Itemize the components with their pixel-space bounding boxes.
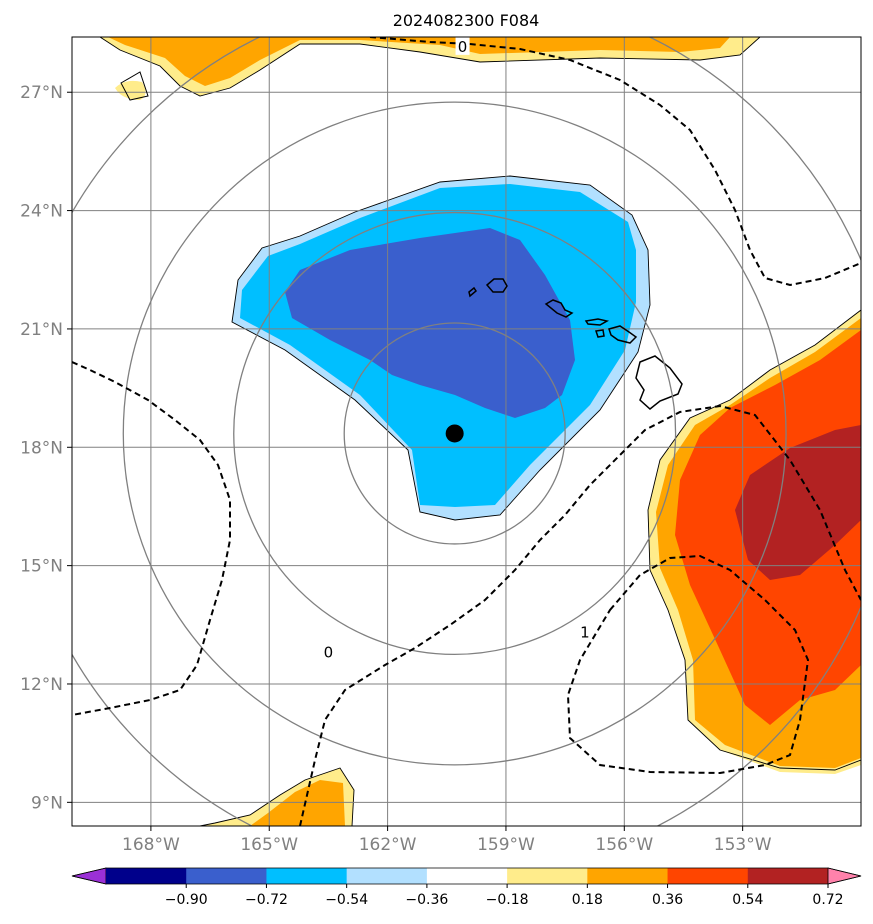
lon-tick-label: 156°W bbox=[595, 835, 653, 855]
colorbar-label: 0.54 bbox=[732, 892, 763, 908]
range-ring bbox=[343, 322, 566, 545]
anomaly-outline bbox=[99, 37, 861, 826]
lon-tick-label: 165°W bbox=[240, 835, 298, 855]
colorbar-swatch bbox=[507, 868, 588, 884]
colorbar-swatch bbox=[587, 868, 669, 884]
lat-tick-labels: 27°N 24°N 21°N 18°N 15°N 12°N 9°N bbox=[20, 83, 72, 813]
lon-tick-labels: 168°W 165°W 162°W 159°W 156°W 153°W bbox=[122, 826, 772, 855]
colorbar-swatch bbox=[747, 868, 829, 884]
dashed-contours bbox=[72, 37, 861, 826]
range-rings bbox=[72, 37, 861, 826]
colorbar-label: 0.18 bbox=[572, 892, 603, 908]
lon-tick-label: 168°W bbox=[122, 835, 180, 855]
lon-tick-label: 162°W bbox=[359, 835, 417, 855]
molokai-island bbox=[584, 318, 610, 326]
hawaii-island bbox=[635, 355, 683, 410]
colorbar-label: −0.54 bbox=[325, 892, 368, 908]
colorbar-swatch bbox=[186, 868, 267, 884]
colorbar: −0.90 −0.72 −0.54 −0.36 −0.18 0.18 0.36 0.54 0.7… bbox=[71, 867, 862, 908]
colorbar-swatch bbox=[106, 868, 187, 884]
lon-tick-label: 153°W bbox=[714, 835, 772, 855]
kauai-island bbox=[485, 278, 508, 293]
colorbar-extend-high bbox=[827, 867, 862, 885]
lat-tick-label: 21°N bbox=[20, 320, 63, 340]
lat-tick-label: 18°N bbox=[20, 438, 63, 458]
lat-tick-label: 24°N bbox=[20, 202, 63, 222]
contour-label-bg bbox=[455, 37, 470, 55]
contour-0-west bbox=[72, 361, 231, 716]
lat-tick-label: 12°N bbox=[20, 675, 63, 695]
lanai-island bbox=[595, 329, 605, 338]
colorbar-label: 0.72 bbox=[812, 892, 843, 908]
colorbar-label: −0.90 bbox=[165, 892, 208, 908]
map-frame bbox=[71, 36, 862, 827]
colorbar-label: −0.36 bbox=[405, 892, 448, 908]
colorbar-outline bbox=[71, 867, 862, 885]
lat-tick-label: 27°N bbox=[20, 83, 63, 103]
colorbar-swatch bbox=[346, 868, 428, 884]
colorbar-label: −0.18 bbox=[486, 892, 529, 908]
colorbar-extend-low bbox=[71, 867, 107, 885]
map-area: 0 0 1 bbox=[72, 37, 861, 826]
colorbar-label: −0.72 bbox=[245, 892, 288, 908]
contour-label: 0 bbox=[458, 38, 468, 56]
coast-fragment-nw bbox=[120, 71, 149, 101]
lat-lon-grid bbox=[72, 37, 861, 826]
lat-tick-label: 9°N bbox=[31, 793, 63, 813]
colorbar-swatch bbox=[667, 868, 749, 884]
contour-0-south bbox=[299, 404, 861, 826]
range-ring bbox=[122, 101, 787, 766]
colorbar-swatch bbox=[266, 868, 348, 884]
lon-tick-label: 159°W bbox=[477, 835, 535, 855]
colorbar-label: 0.36 bbox=[652, 892, 683, 908]
contour-0-north bbox=[369, 37, 861, 287]
niihau-island bbox=[468, 286, 477, 298]
anomaly-fill bbox=[100, 37, 861, 826]
storm-center-marker bbox=[445, 424, 464, 443]
lat-tick-label: 15°N bbox=[20, 557, 63, 577]
contour-label: 1 bbox=[580, 624, 590, 642]
contour-label-bg bbox=[321, 642, 336, 661]
range-ring bbox=[233, 211, 677, 656]
contour-label-bg bbox=[577, 622, 592, 641]
oahu-island bbox=[544, 299, 574, 318]
maui-island bbox=[608, 325, 638, 344]
contour-1 bbox=[566, 554, 810, 775]
figure-title: 2024082300 F084 bbox=[393, 11, 540, 30]
contour-label: 0 bbox=[324, 643, 334, 661]
colorbar-swatch bbox=[426, 868, 508, 884]
